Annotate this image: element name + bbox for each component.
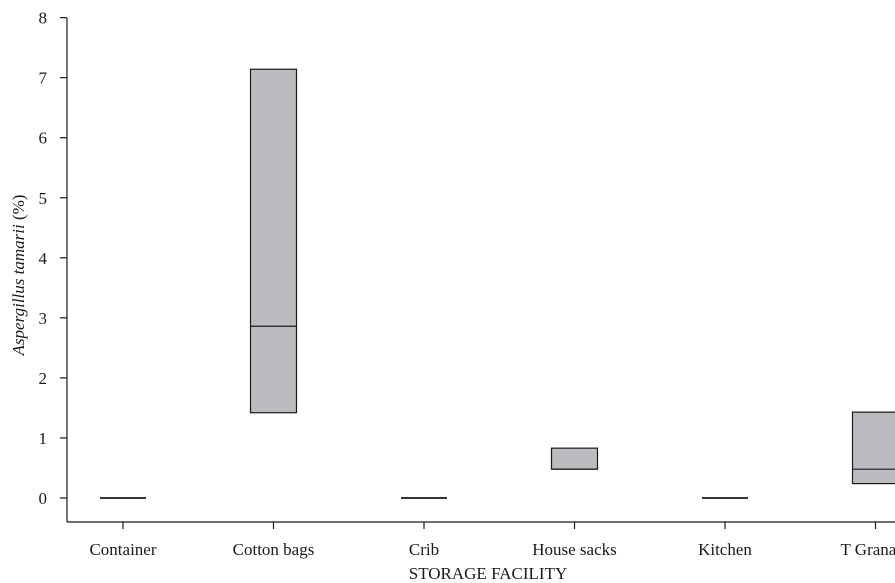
y-tick-label: 7 [39, 69, 48, 88]
box-body [249, 68, 298, 414]
box-house-sacks [550, 447, 599, 470]
x-tick-label: Kitchen [698, 540, 752, 559]
box-cotton-bags [249, 68, 298, 414]
x-tick-label: Container [89, 540, 156, 559]
boxes [100, 68, 895, 499]
box-t-granary [851, 411, 895, 485]
y-tick-label: 3 [39, 309, 48, 328]
x-tick-label: T Granary [840, 540, 895, 559]
y-ticks: 0 1 2 3 4 5 6 7 8 [39, 9, 67, 508]
x-tick-label: House sacks [532, 540, 617, 559]
y-axis-label: Aspergillus tamarii (%) [9, 195, 28, 357]
x-axis-label: STORAGE FACILITY [409, 564, 568, 583]
y-tick-label: 0 [39, 489, 48, 508]
y-tick-label: 8 [39, 9, 48, 28]
box-body [851, 411, 895, 485]
y-tick-label: 4 [39, 249, 48, 268]
box-body [550, 447, 599, 470]
y-tick-label: 6 [39, 129, 48, 148]
y-tick-label: 2 [39, 369, 48, 388]
x-ticks: Container Cotton bags Crib House sacks Kitch… [89, 522, 895, 559]
x-tick-label: Cotton bags [233, 540, 315, 559]
y-tick-label: 1 [39, 429, 48, 448]
y-tick-label: 5 [39, 189, 48, 208]
x-tick-label: Crib [409, 540, 439, 559]
